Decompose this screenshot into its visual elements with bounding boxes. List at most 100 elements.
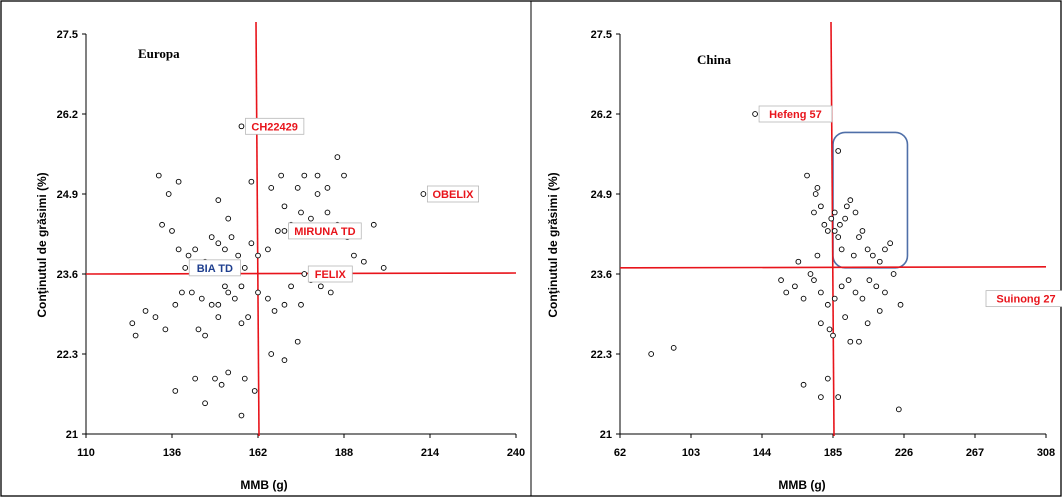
- data-point: [847, 338, 854, 345]
- data-point: [172, 388, 179, 394]
- data-point: [818, 394, 824, 400]
- data-point: [281, 228, 288, 234]
- y-axis-title-europa: Conţinutul de grăsimi (%): [35, 172, 49, 317]
- data-point: [380, 264, 387, 271]
- data-point: [195, 326, 202, 333]
- callout-box: [307, 265, 353, 283]
- data-point: [876, 308, 883, 314]
- y-tick-label: 21: [600, 429, 612, 441]
- data-point: [824, 228, 831, 234]
- data-point: [370, 221, 377, 228]
- data-point: [752, 111, 758, 117]
- data-point: [792, 283, 798, 290]
- callout-box: [245, 117, 305, 135]
- data-point: [852, 289, 859, 296]
- callout-label: MIRUNA TD: [294, 226, 355, 238]
- callout-label: CH22429: [251, 121, 297, 133]
- data-point: [821, 221, 828, 228]
- data-point: [800, 381, 807, 388]
- data-point: [265, 246, 271, 253]
- data-point: [301, 172, 308, 179]
- data-point: [842, 314, 848, 320]
- x-tick-label: 62: [614, 447, 626, 459]
- data-point: [800, 295, 807, 302]
- data-point: [215, 301, 222, 308]
- data-point: [324, 209, 331, 216]
- data-point: [807, 271, 814, 277]
- data-point: [245, 314, 251, 320]
- y-tick-label: 22.3: [591, 349, 612, 361]
- data-point: [308, 215, 314, 222]
- data-point: [255, 289, 261, 296]
- data-point: [811, 209, 817, 216]
- data-point: [132, 332, 139, 339]
- data-point: [129, 320, 136, 327]
- x-tick-label: 185: [824, 447, 842, 459]
- data-point: [192, 375, 199, 382]
- data-point: [208, 234, 215, 240]
- callout-label: OBELIX: [433, 189, 475, 201]
- data-point: [228, 234, 235, 240]
- data-point: [215, 240, 222, 247]
- data-point: [238, 412, 245, 419]
- data-point: [897, 301, 904, 308]
- data-point: [142, 308, 149, 314]
- data-point: [281, 203, 288, 210]
- data-point: [215, 314, 222, 320]
- data-point: [165, 191, 172, 197]
- data-point: [202, 332, 208, 339]
- data-point: [182, 264, 189, 271]
- y-tick-label: 24.9: [591, 189, 612, 201]
- callout-ch22429: CH22429: [245, 117, 305, 135]
- x-tick-label: 240: [507, 447, 525, 459]
- data-point: [235, 252, 242, 259]
- data-point: [288, 283, 294, 290]
- data-point: [814, 184, 821, 191]
- data-point: [795, 258, 802, 265]
- data-point: [294, 184, 301, 191]
- data-point: [278, 172, 285, 179]
- vertical-reference-line: [255, 21, 260, 437]
- data-point: [778, 277, 784, 284]
- callout-box: [758, 105, 833, 123]
- data-point: [783, 289, 790, 296]
- data-point: [198, 295, 205, 302]
- data-point: [842, 215, 848, 222]
- data-point: [192, 246, 199, 253]
- data-point: [281, 357, 288, 364]
- data-point: [818, 320, 824, 327]
- panel-china: China Conţinutul de grăsimi (%) MMB (g) …: [546, 21, 1062, 492]
- data-point: [208, 301, 215, 308]
- x-tick-label: 110: [77, 447, 95, 459]
- data-point: [231, 295, 238, 302]
- data-point: [882, 246, 888, 253]
- data-point: [838, 283, 845, 290]
- data-point: [866, 277, 873, 284]
- data-point: [251, 388, 258, 394]
- data-point: [238, 123, 245, 130]
- x-tick-label: 136: [163, 447, 181, 459]
- x-tick-label: 226: [895, 447, 913, 459]
- data-point: [155, 172, 162, 179]
- data-point: [281, 301, 288, 308]
- data-point: [847, 197, 854, 204]
- data-point: [162, 326, 169, 333]
- data-point: [334, 154, 341, 160]
- data-point: [859, 295, 866, 302]
- data-point: [811, 277, 817, 284]
- data-point: [268, 351, 275, 357]
- data-point: [152, 314, 159, 320]
- data-point: [895, 406, 902, 413]
- callout-bia-td: BIA TD: [188, 259, 241, 277]
- data-point: [835, 394, 842, 400]
- vertical-reference-line: [830, 21, 835, 437]
- callout-felix: FELIX: [307, 265, 353, 283]
- callout-label: Hefeng 57: [769, 109, 822, 121]
- data-point: [255, 252, 261, 259]
- callout-hefeng-57: Hefeng 57: [758, 105, 833, 123]
- data-point: [298, 209, 304, 216]
- data-point: [837, 221, 843, 228]
- callout-box: [188, 259, 241, 277]
- data-point: [818, 203, 824, 210]
